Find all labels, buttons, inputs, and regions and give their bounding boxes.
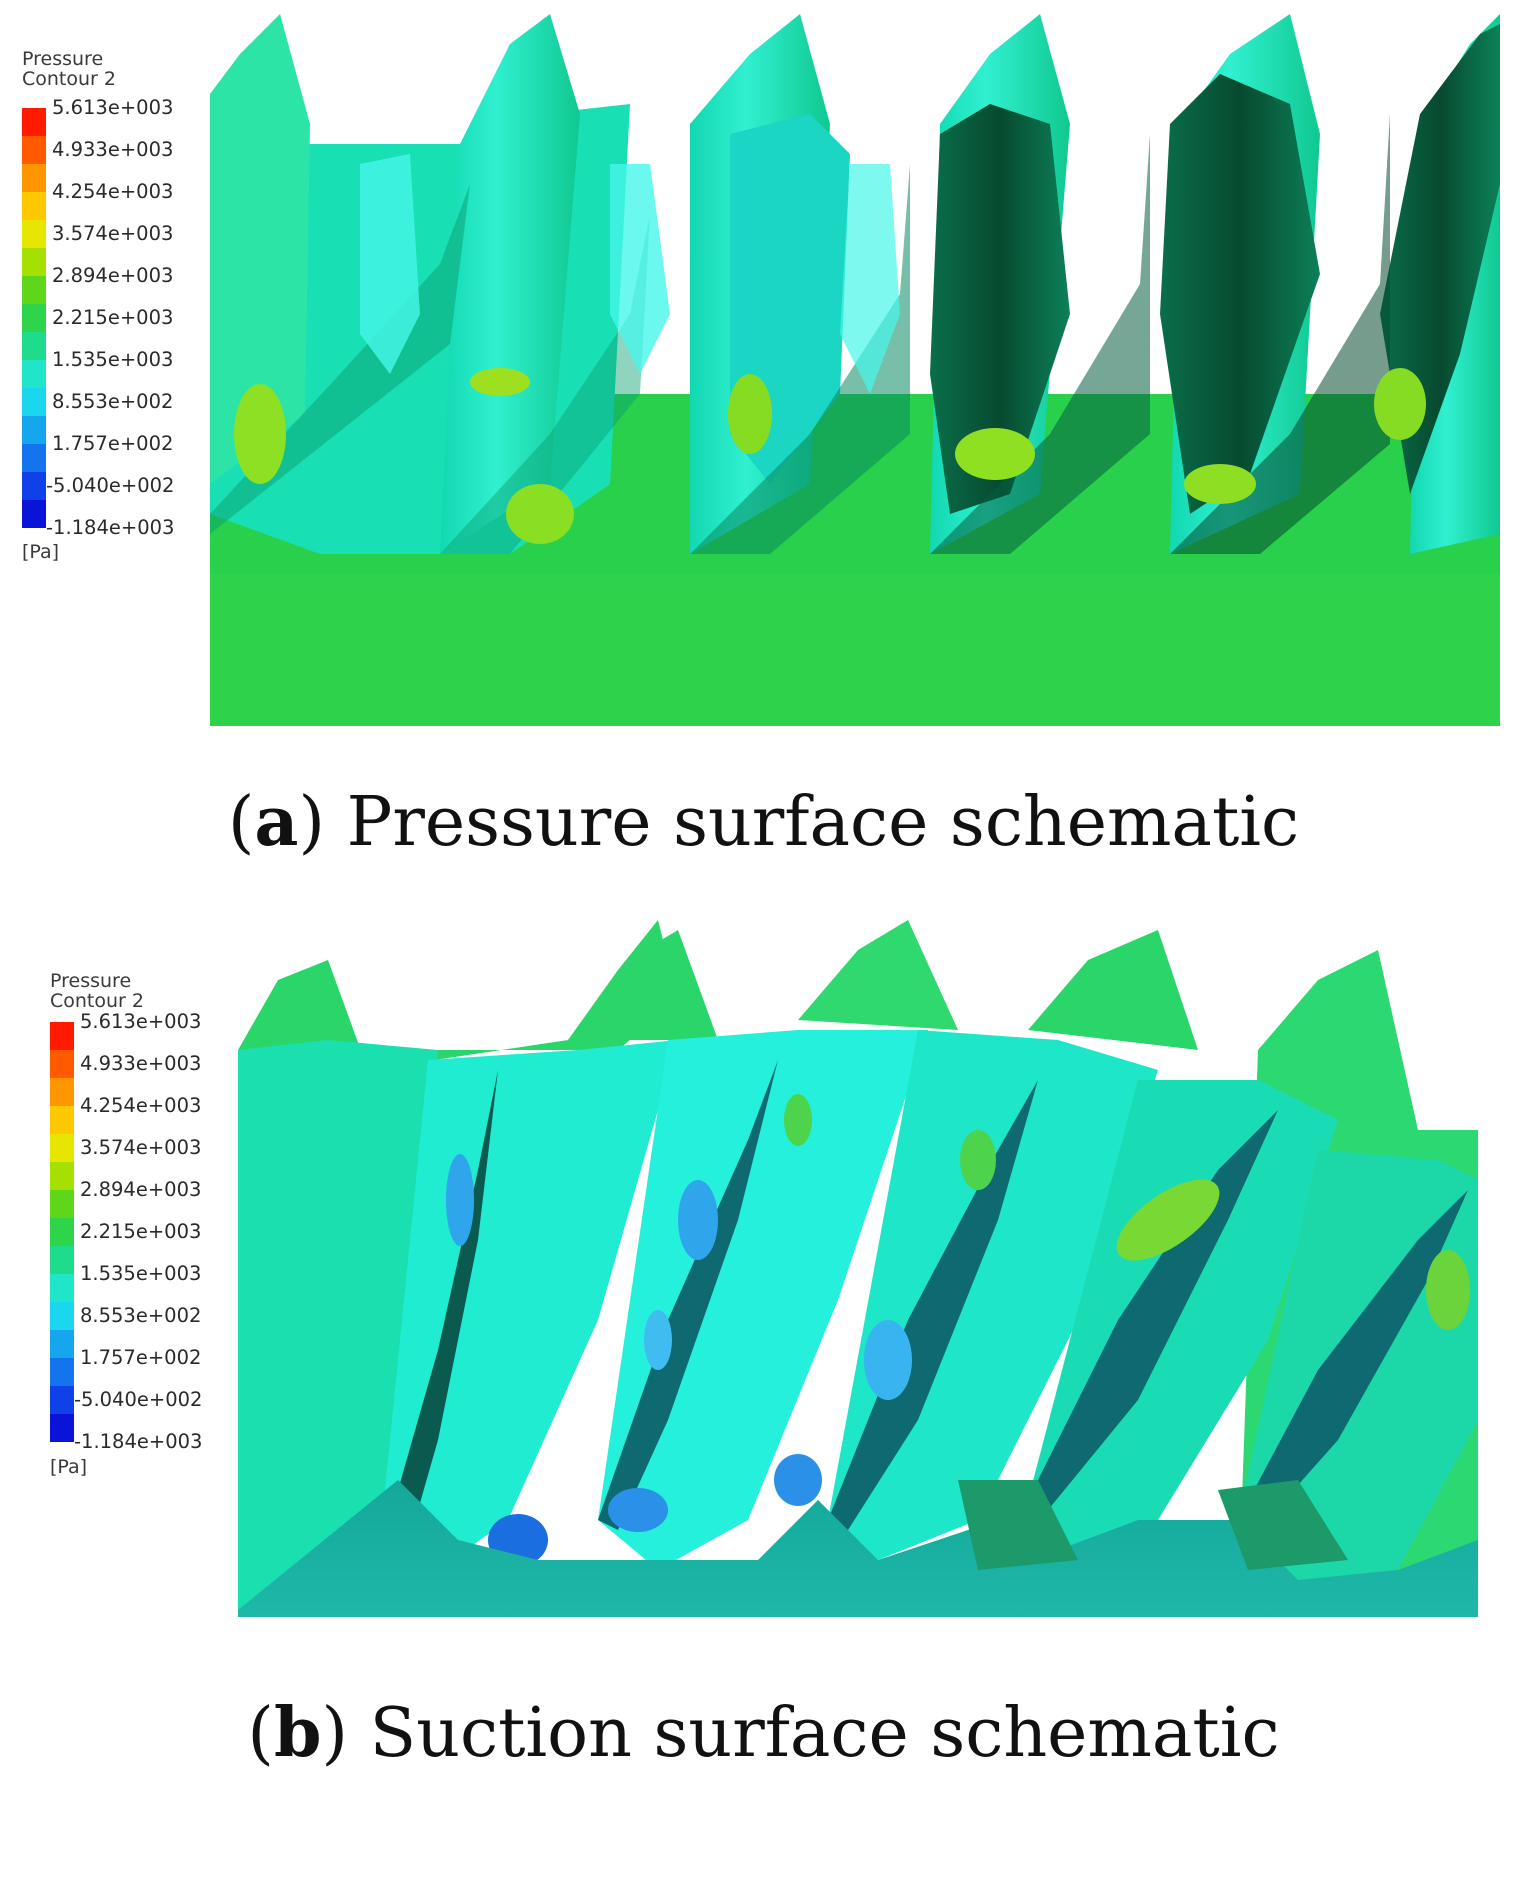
legend-tick-label: 1.757e+002 <box>52 432 174 455</box>
caption-b-text: Suction surface schematic <box>369 1694 1280 1773</box>
legend-tick-label: 5.613e+003 <box>80 1010 202 1033</box>
panel-a: Pressure Contour 2 5.613e+003 4.933e+003 4… <box>0 0 1527 900</box>
colorbar-band <box>22 472 46 501</box>
colorbar-band <box>22 500 46 529</box>
colorbar-band <box>22 416 46 445</box>
caption-a: (a) Pressure surface schematic <box>227 782 1300 862</box>
caption-b-letter: b <box>273 1693 322 1773</box>
caption-a-letter: a <box>254 782 299 862</box>
colorbar-band <box>50 1134 74 1163</box>
colorbar-band <box>50 1218 74 1247</box>
colorbar-band <box>22 304 46 333</box>
pressure-legend-a: Pressure Contour 2 5.613e+003 4.933e+003 4… <box>22 48 222 578</box>
legend-unit-a: [Pa] <box>22 541 60 563</box>
legend-colorbar-a <box>22 108 46 529</box>
colorbar-band <box>22 248 46 277</box>
colorbar-band <box>22 164 46 193</box>
legend-tick-label: 2.894e+003 <box>80 1178 202 1201</box>
colorbar-band <box>22 388 46 417</box>
legend-tick-label: 2.215e+003 <box>80 1220 202 1243</box>
colorbar-band <box>50 1190 74 1219</box>
caption-b: (b) Suction surface schematic <box>247 1693 1280 1773</box>
colorbar-band <box>22 332 46 361</box>
colorbar-band <box>50 1414 74 1443</box>
legend-unit-b: [Pa] <box>50 1456 88 1478</box>
colorbar-band <box>22 360 46 389</box>
legend-tick-label: -1.184e+003 <box>46 516 175 539</box>
legend-tick-label: 4.254e+003 <box>52 180 174 203</box>
colorbar-band <box>22 192 46 221</box>
colorbar-band <box>50 1162 74 1191</box>
legend-title-line2: Contour 2 <box>50 990 144 1012</box>
colorbar-band <box>50 1106 74 1135</box>
legend-tick-label: 1.757e+002 <box>80 1346 202 1369</box>
colorbar-band <box>50 1302 74 1331</box>
colorbar-band <box>22 136 46 165</box>
panel-b: Pressure Contour 2 5.613e+003 4.933e+003 4… <box>0 900 1527 1881</box>
colorbar-band <box>50 1386 74 1415</box>
legend-tick-label: 1.535e+003 <box>52 348 174 371</box>
colorbar-band <box>50 1246 74 1275</box>
colorbar-band <box>22 108 46 137</box>
legend-tick-label: 8.553e+002 <box>52 390 174 413</box>
legend-tick-label: -5.040e+002 <box>74 1388 203 1411</box>
legend-tick-label: 1.535e+003 <box>80 1262 202 1285</box>
legend-tick-label: -5.040e+002 <box>46 474 175 497</box>
colorbar-band <box>22 276 46 305</box>
colorbar-band <box>50 1050 74 1079</box>
legend-tick-label: 4.933e+003 <box>80 1052 202 1075</box>
pressure-legend-b: Pressure Contour 2 5.613e+003 4.933e+003 4… <box>50 970 250 1500</box>
legend-tick-label: 2.894e+003 <box>52 264 174 287</box>
caption-a-text: Pressure surface schematic <box>346 783 1300 862</box>
legend-tick-label: 5.613e+003 <box>52 96 174 119</box>
legend-tick-label: 4.254e+003 <box>80 1094 202 1117</box>
legend-tick-label: -1.184e+003 <box>74 1430 203 1453</box>
colorbar-band <box>50 1022 74 1051</box>
colorbar-band <box>50 1358 74 1387</box>
legend-tick-label: 4.933e+003 <box>52 138 174 161</box>
colorbar-band <box>22 220 46 249</box>
colorbar-band <box>50 1078 74 1107</box>
colorbar-band <box>50 1274 74 1303</box>
legend-tick-label: 3.574e+003 <box>80 1136 202 1159</box>
legend-tick-label: 8.553e+002 <box>80 1304 202 1327</box>
legend-tick-label: 3.574e+003 <box>52 222 174 245</box>
legend-title-line1: Pressure <box>22 48 104 70</box>
legend-title-line2: Contour 2 <box>22 68 116 90</box>
legend-tick-label: 2.215e+003 <box>52 306 174 329</box>
suction-surface-contour-render <box>238 920 1478 1617</box>
legend-colorbar-b <box>50 1022 74 1443</box>
colorbar-band <box>50 1330 74 1359</box>
legend-title-line1: Pressure <box>50 970 132 992</box>
colorbar-band <box>22 444 46 473</box>
pressure-surface-contour-render <box>210 14 1500 726</box>
